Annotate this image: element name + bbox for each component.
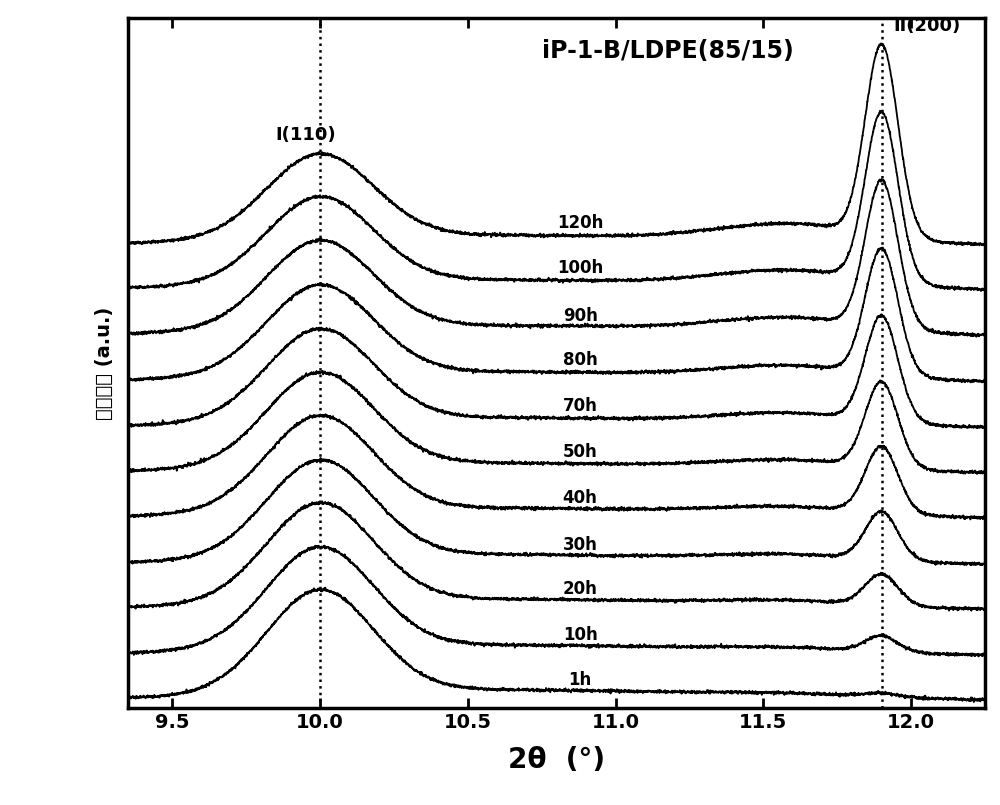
Text: 30h: 30h [563,535,598,554]
Text: 70h: 70h [563,397,598,415]
Text: 20h: 20h [563,580,598,598]
Text: 80h: 80h [563,351,597,369]
Text: II(200): II(200) [893,17,961,35]
Text: iP-1-B/LDPE(85/15): iP-1-B/LDPE(85/15) [542,39,794,63]
Text: 1h: 1h [568,671,592,689]
Text: 40h: 40h [563,489,598,507]
Y-axis label: 衍射强度 (a.u.): 衍射强度 (a.u.) [95,307,114,420]
Text: 90h: 90h [563,307,598,324]
Text: I(110): I(110) [275,126,336,143]
Text: 100h: 100h [557,259,603,277]
Text: 10h: 10h [563,625,597,644]
Text: 120h: 120h [557,214,603,232]
Text: 50h: 50h [563,444,597,461]
X-axis label: 2θ  (°): 2θ (°) [508,746,605,774]
